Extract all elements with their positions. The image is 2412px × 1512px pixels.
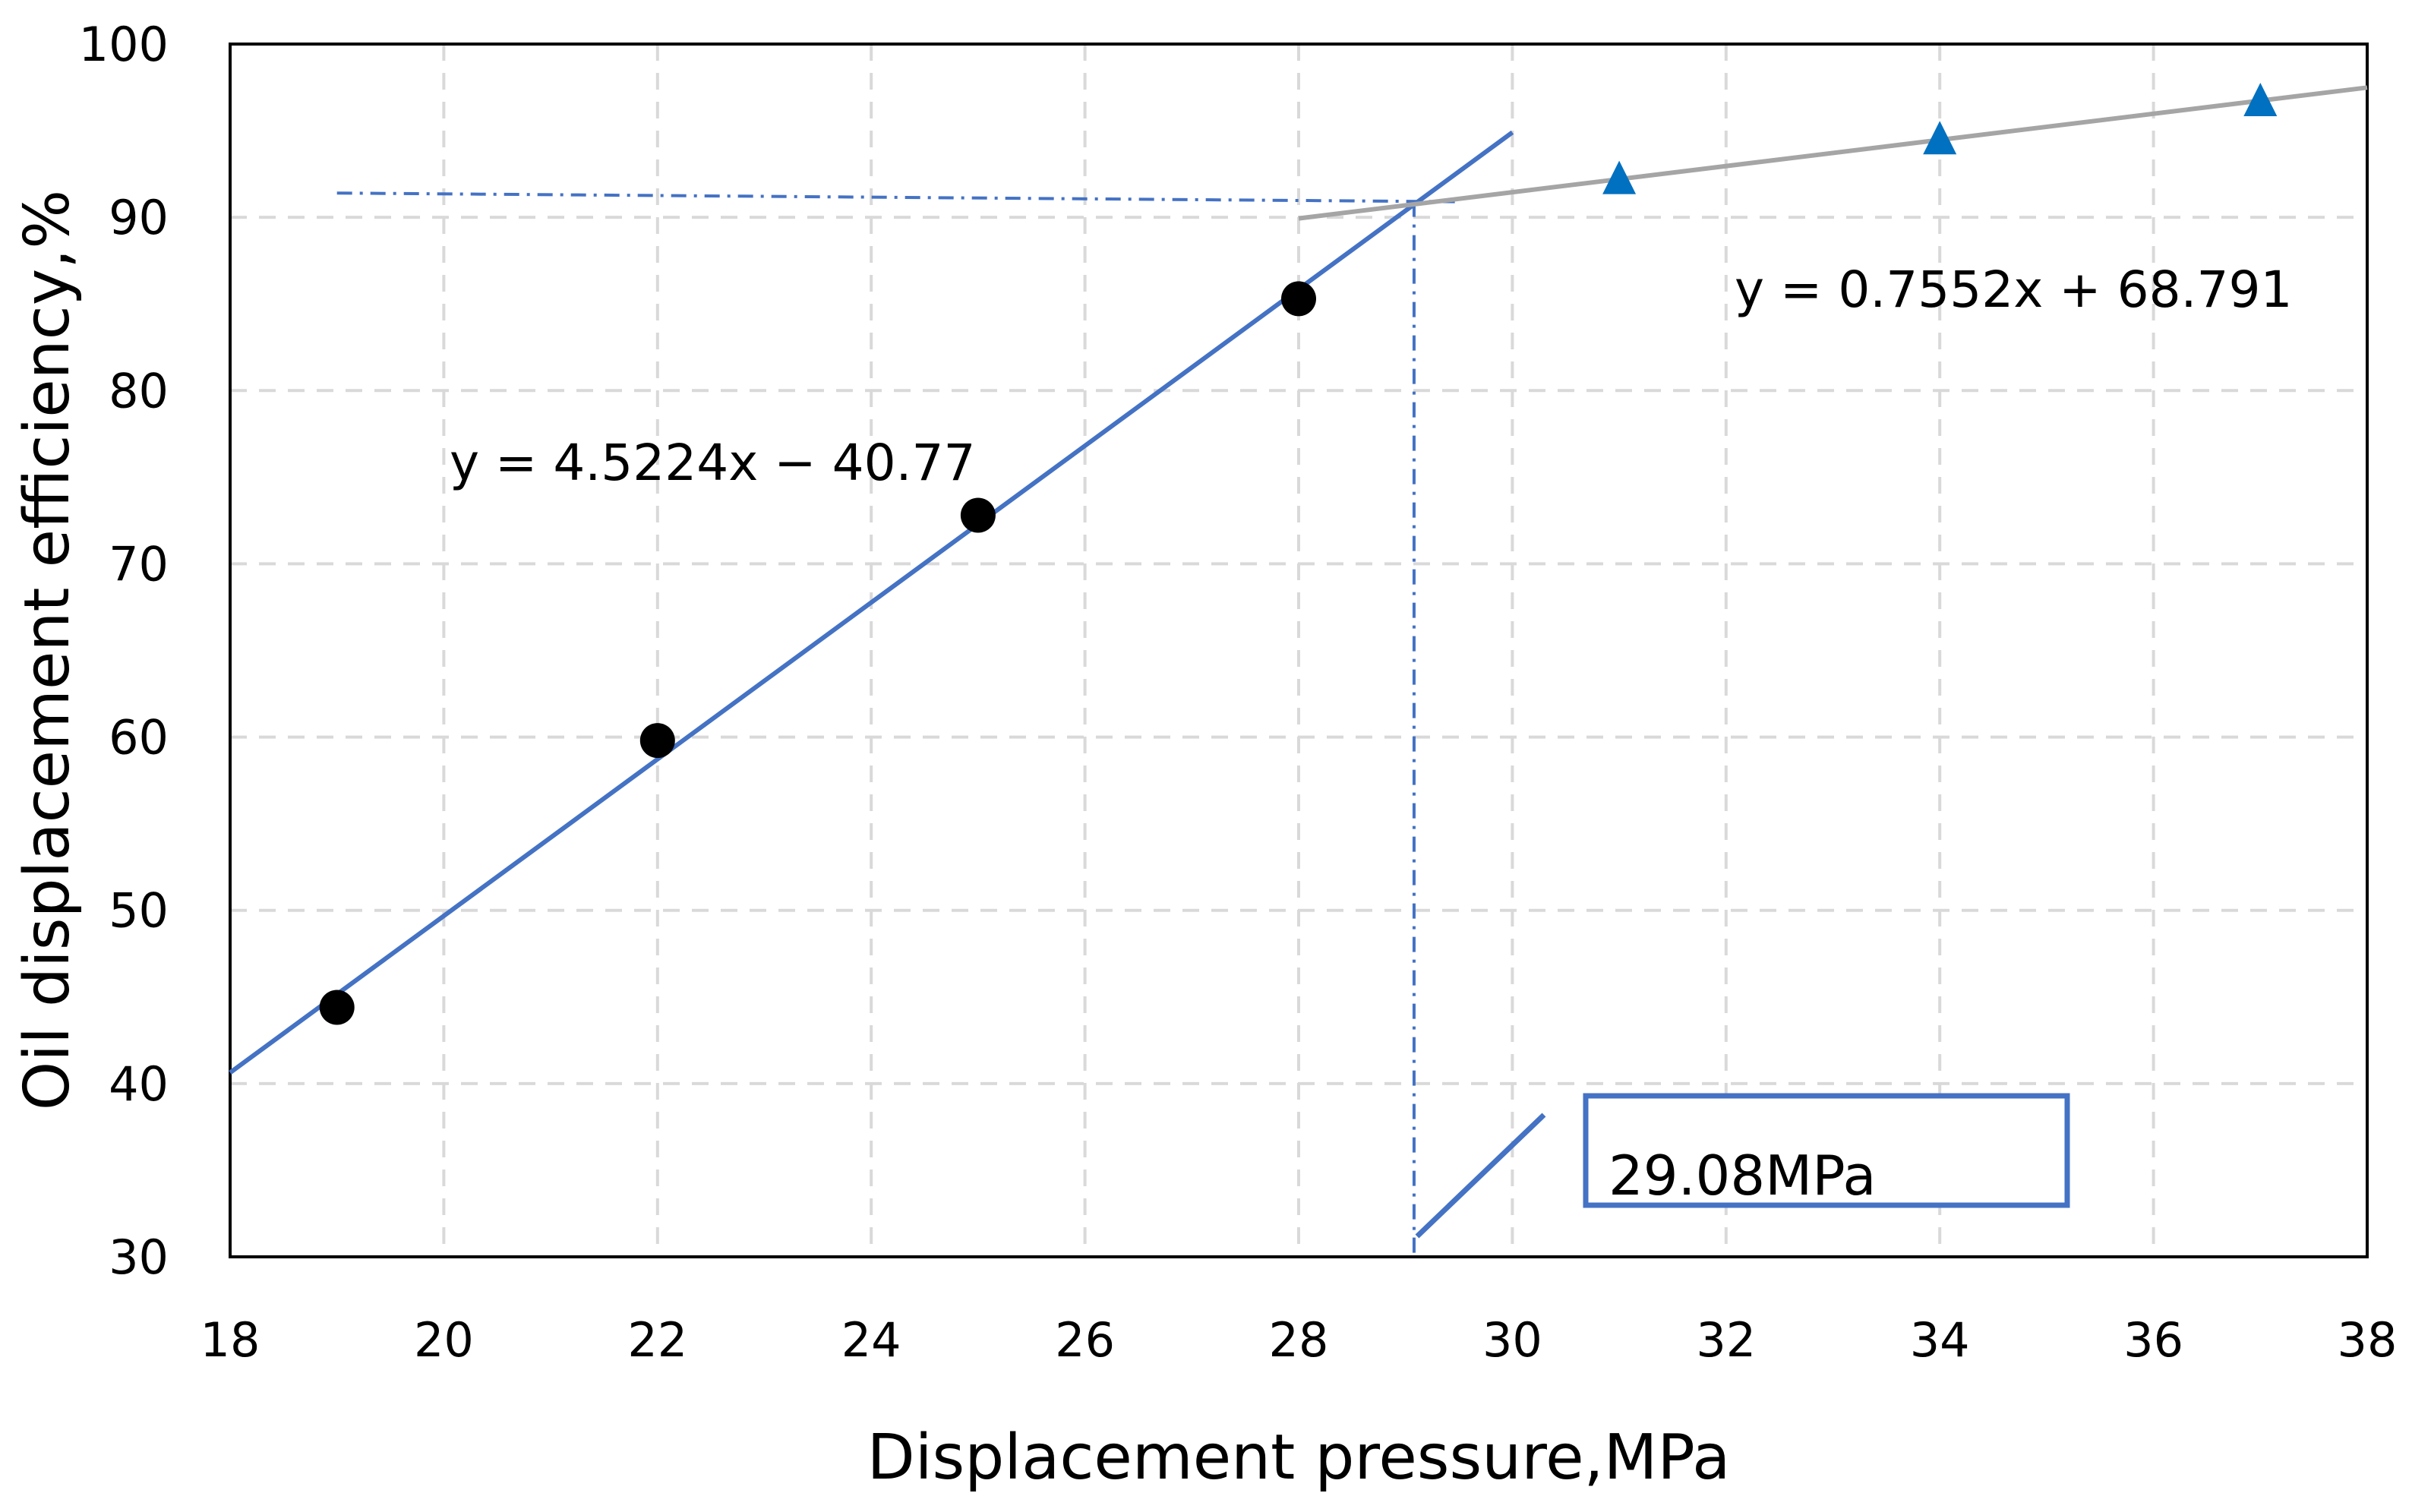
x-tick-label-2: 22 (627, 1312, 687, 1368)
callout-leader-line (1415, 1113, 1546, 1239)
data-point-s1-2 (2243, 83, 2278, 117)
x-tick-label-6: 30 (1482, 1312, 1542, 1368)
data-point-s0-2 (960, 497, 996, 533)
x-tick-label-10: 38 (2338, 1312, 2398, 1368)
x-tick-label-5: 28 (1269, 1312, 1329, 1368)
trendline-series-0 (229, 130, 1514, 1075)
y-tick-labels: 30 40 50 60 70 80 90 100 (79, 17, 169, 1285)
x-tick-label-9: 36 (2123, 1312, 2183, 1368)
data-point-s1-0 (1602, 160, 1637, 194)
equation-high-pressure: y = 0.7552x + 68.791 (1735, 260, 2293, 319)
x-tick-label-4: 26 (1055, 1312, 1115, 1368)
equation-low-pressure: y = 4.5224x − 40.77 (450, 434, 976, 492)
y-tick-label-0: 30 (109, 1229, 169, 1285)
x-tick-label-3: 24 (841, 1312, 901, 1368)
y-tick-label-1: 40 (109, 1056, 169, 1112)
y-tick-label-4: 70 (109, 536, 169, 592)
y-tick-label-5: 80 (109, 363, 169, 418)
trendline-series-1 (1298, 85, 2368, 221)
y-tick-label-7: 100 (79, 17, 169, 72)
y-tick-label-3: 60 (109, 710, 169, 765)
y-axis-title: Oil displacement efficiency,% (11, 190, 84, 1110)
guide-lines (336, 191, 1460, 1257)
data-point-s0-0 (319, 990, 355, 1025)
x-tick-label-1: 20 (414, 1312, 474, 1368)
x-tick-label-8: 34 (1910, 1312, 1970, 1368)
data-point-s1-1 (1923, 121, 1957, 155)
grid-lines (230, 44, 2367, 1257)
x-tick-label-7: 32 (1696, 1312, 1756, 1368)
x-tick-label-0: 18 (200, 1312, 260, 1368)
plot-area-border (229, 43, 2369, 1258)
x-axis-title: Displacement pressure,MPa (867, 1422, 1731, 1494)
callout-box (1583, 1093, 2070, 1208)
data-point-s0-1 (639, 723, 675, 759)
x-tick-labels: 18 20 22 24 26 28 30 32 34 36 38 (200, 1312, 2398, 1368)
y-tick-label-6: 90 (109, 190, 169, 245)
horizontal-guide-line (336, 191, 1460, 204)
callout-label: 29.08MPa (1609, 1144, 1877, 1207)
y-tick-label-2: 50 (109, 883, 169, 939)
data-point-s0-3 (1281, 281, 1316, 317)
data-points (319, 83, 2278, 1025)
